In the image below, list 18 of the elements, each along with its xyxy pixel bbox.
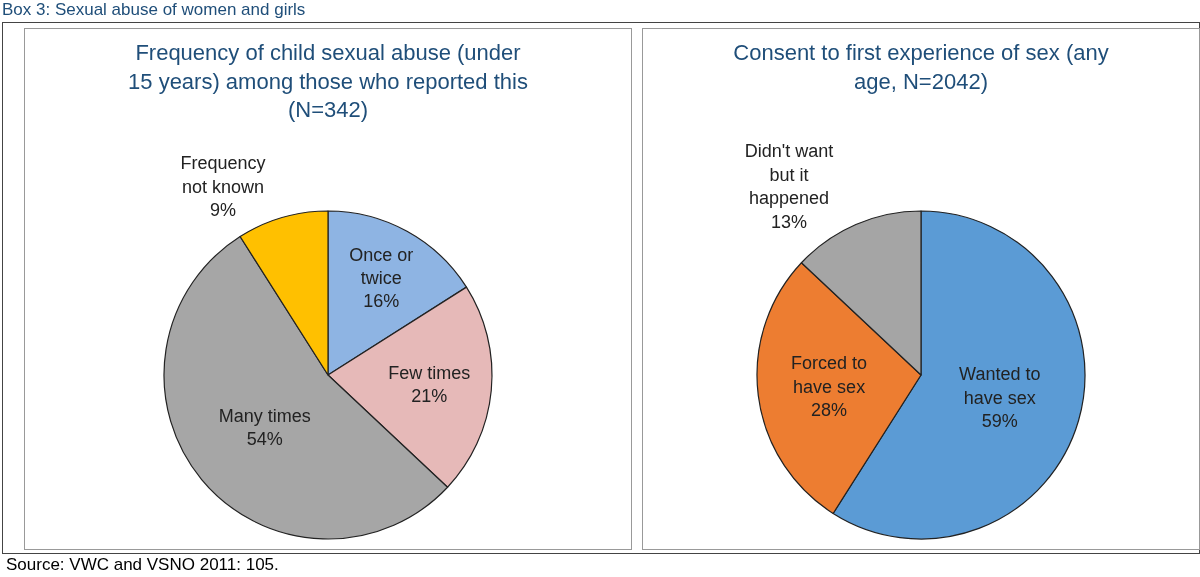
slice-label: Few times (388, 362, 471, 383)
slice-label: Forced to have sex (791, 353, 868, 397)
source-note: Source: VWC and VSNO 2011: 105. (6, 555, 279, 575)
data-label: 21% (411, 386, 448, 407)
slice-label: Didn't want but it happened (744, 141, 834, 209)
data-label: 16% (363, 291, 400, 312)
slice-label: Frequency not known (180, 153, 266, 197)
chart-title: Consent to first experience of sex (any age, N=2042) (733, 40, 1109, 94)
chart-title: Frequency of child sexual abuse (under 15 years) among those who reported this (N=342) (128, 40, 528, 123)
text: Box 3: Sexual abuse of women and girls (2, 0, 306, 20)
slice-label: Wanted to have sex (959, 364, 1041, 408)
data-label: 9% (210, 200, 237, 221)
data-label: 13% (771, 211, 808, 232)
data-label: 59% (981, 411, 1018, 432)
data-label: 28% (811, 400, 848, 421)
data-label: 54% (246, 428, 283, 449)
slice-label: Once or twice (349, 244, 414, 289)
slice-label: Many times (218, 405, 311, 426)
